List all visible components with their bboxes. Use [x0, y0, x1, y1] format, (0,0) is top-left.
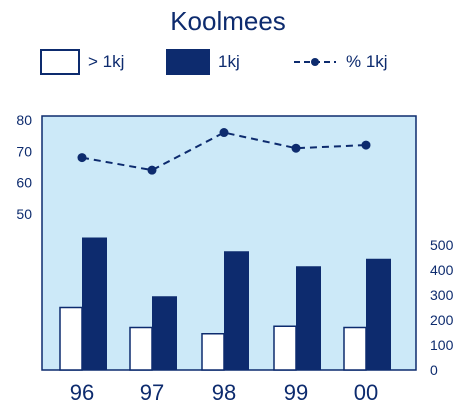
point-pct-1kj — [291, 143, 301, 153]
bar-1kj — [152, 296, 177, 370]
chart-title: Koolmees — [170, 6, 286, 36]
legend-item-1kj: 1kj — [166, 42, 240, 82]
legend-label-gt-1kj: > 1kj — [88, 52, 125, 71]
legend-swatch-filled — [166, 49, 210, 75]
legend-swatch-dashed-line — [294, 58, 336, 66]
y-left-tick-label: 60 — [16, 175, 32, 191]
legend-item-gt-1kj: > 1kj — [40, 42, 124, 82]
y-right-tick-label: 0 — [430, 362, 438, 378]
y-left-tick-label: 70 — [16, 143, 32, 159]
x-tick-label: 99 — [284, 380, 308, 405]
x-tick-label: 96 — [70, 380, 94, 405]
legend: > 1kj 1kj % 1kj — [0, 42, 456, 82]
bar-1kj — [82, 237, 107, 370]
y-right-tick-label: 100 — [430, 337, 454, 353]
bar-gt-1kj — [273, 325, 297, 371]
bar-gt-1kj — [343, 326, 367, 371]
legend-item-pct-1kj: % 1kj — [292, 42, 388, 82]
point-pct-1kj — [361, 140, 371, 150]
x-tick-label: 98 — [212, 380, 236, 405]
bar-gt-1kj — [201, 333, 225, 371]
y-right-tick-label: 500 — [430, 237, 454, 253]
x-tick-label: 00 — [354, 380, 378, 405]
point-pct-1kj — [147, 165, 157, 175]
y-left-tick-label: 50 — [16, 206, 32, 222]
legend-swatch-open — [40, 49, 80, 75]
bar-gt-1kj — [129, 326, 153, 371]
point-pct-1kj — [219, 128, 229, 138]
bar-1kj — [224, 251, 249, 370]
y-right-tick-label: 400 — [430, 262, 454, 278]
legend-label-1kj: 1kj — [218, 52, 240, 71]
bar-1kj — [366, 258, 391, 370]
x-tick-label: 97 — [140, 380, 164, 405]
y-right-tick-label: 300 — [430, 287, 454, 303]
y-left-tick-label: 80 — [16, 112, 32, 128]
bar-1kj — [296, 266, 321, 370]
legend-label-pct-1kj: % 1kj — [346, 52, 388, 71]
bar-gt-1kj — [59, 306, 83, 371]
point-pct-1kj — [77, 153, 87, 163]
y-right-tick-label: 200 — [430, 312, 454, 328]
